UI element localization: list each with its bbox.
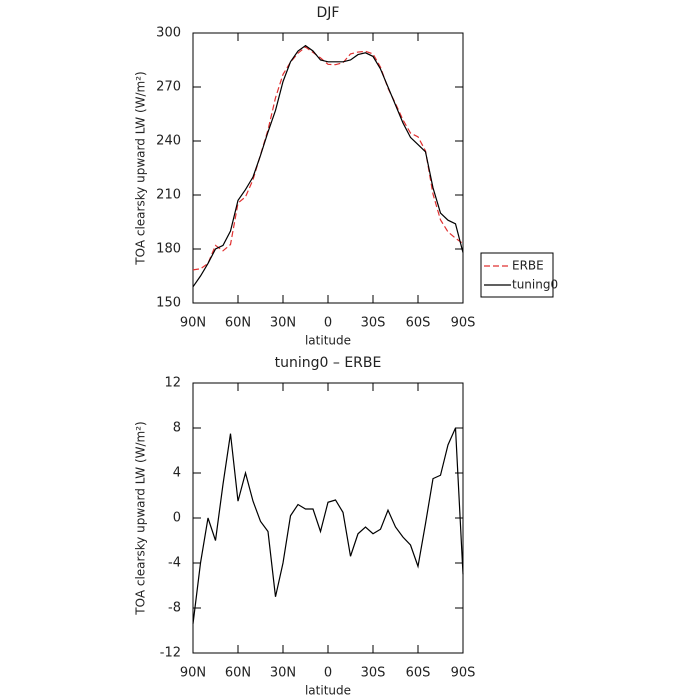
x-tick-label: 90S	[451, 666, 476, 681]
plot-frame	[192, 382, 464, 654]
x-tick-label: 90N	[180, 666, 206, 681]
panel-title: DJF	[317, 5, 340, 21]
x-tick-label: 0	[324, 316, 332, 331]
y-tick-label: 4	[173, 466, 181, 481]
x-tick-label: 60S	[406, 316, 431, 331]
x-axis-label: latitude	[305, 684, 351, 698]
x-tick-label: 60N	[225, 666, 251, 681]
x-tick-label: 30N	[270, 666, 296, 681]
x-tick-label: 0	[324, 666, 332, 681]
x-tick-label: 90N	[180, 316, 206, 331]
data-line	[192, 44, 464, 288]
y-tick-label: -8	[168, 601, 181, 616]
y-tick-label: 0	[173, 511, 181, 526]
y-tick-label: -12	[160, 646, 181, 661]
y-tick-label: 180	[156, 242, 181, 257]
x-tick-label: 30S	[361, 316, 386, 331]
panel-title: tuning0 – ERBE	[275, 355, 382, 371]
y-axis-label: TOA clearsky upward LW (W/m²)	[134, 421, 148, 615]
y-tick-label: -4	[168, 556, 181, 571]
legend-label: ERBE	[512, 259, 544, 273]
y-tick-label: 210	[156, 188, 181, 203]
x-tick-label: 60N	[225, 316, 251, 331]
y-tick-label: 270	[156, 80, 181, 95]
data-line	[192, 46, 464, 271]
legend-label: tuning0	[512, 278, 558, 292]
x-tick-label: 90S	[451, 316, 476, 331]
y-axis-label: TOA clearsky upward LW (W/m²)	[134, 71, 148, 265]
y-tick-label: 8	[173, 421, 181, 436]
y-tick-label: 300	[156, 26, 181, 41]
x-tick-label: 30S	[361, 666, 386, 681]
y-tick-label: 12	[164, 376, 181, 391]
x-tick-label: 30N	[270, 316, 296, 331]
plot-frame	[192, 32, 464, 304]
legend-box	[480, 252, 554, 298]
y-tick-label: 150	[156, 296, 181, 311]
data-line	[192, 427, 464, 624]
x-axis-label: latitude	[305, 334, 351, 348]
y-tick-label: 240	[156, 134, 181, 149]
x-tick-label: 60S	[406, 666, 431, 681]
